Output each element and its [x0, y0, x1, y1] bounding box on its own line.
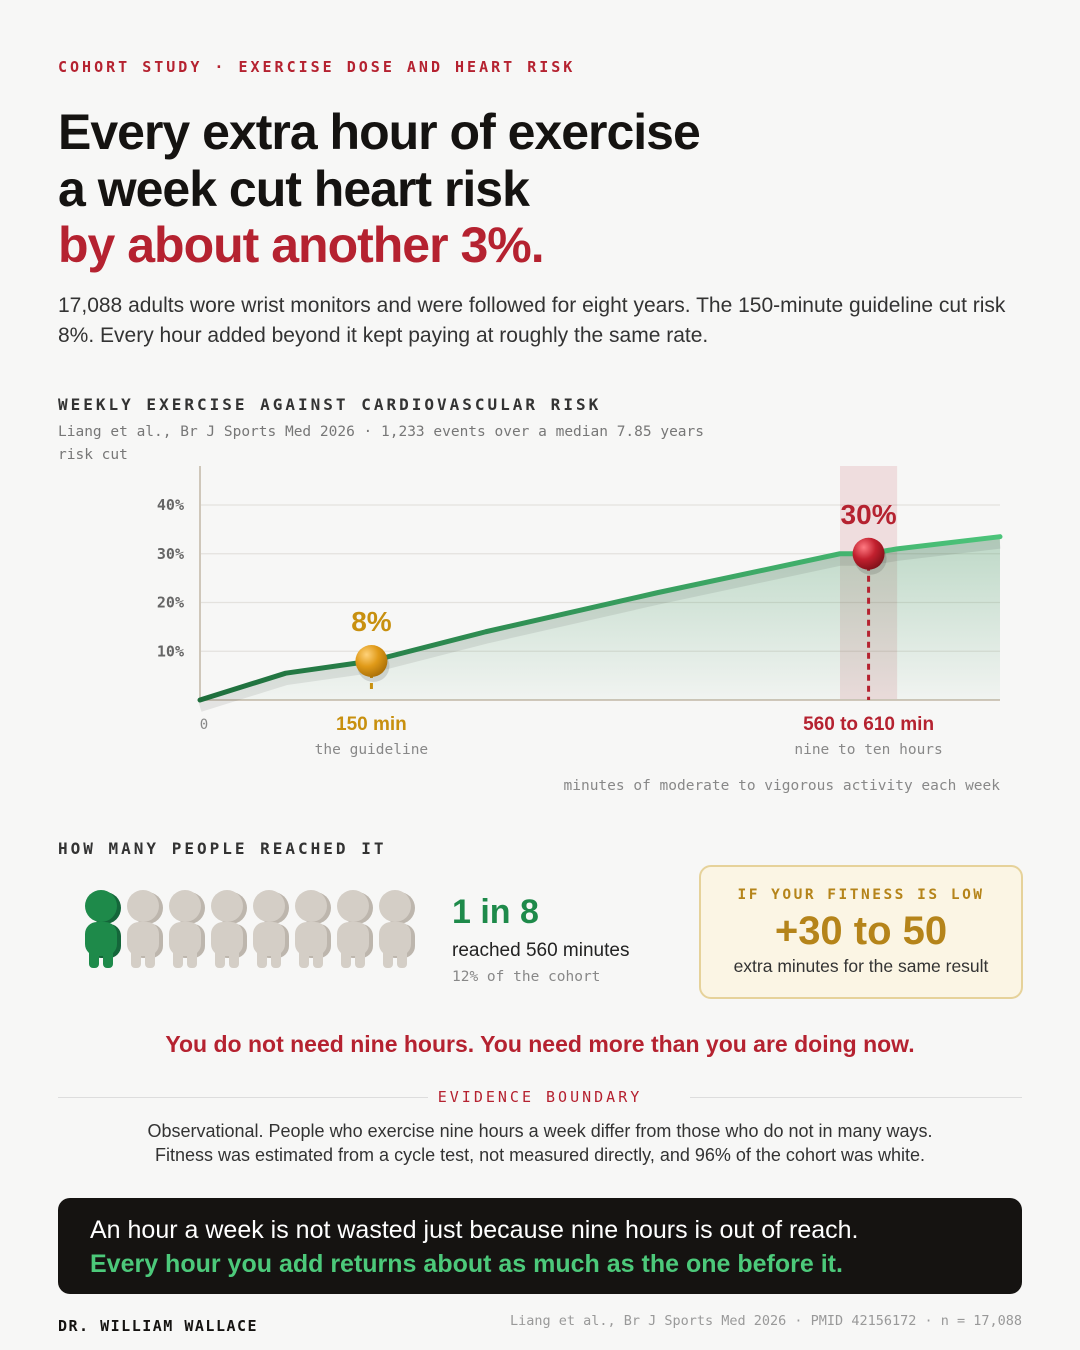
headline: a week cut heart risk: [58, 161, 530, 217]
y-tick-label: 10%: [157, 642, 184, 660]
stat-note: 12% of the cohort: [452, 969, 601, 985]
person-leg: [103, 948, 113, 968]
headline: Every extra hour of exercise: [58, 104, 701, 160]
person-body: [295, 922, 327, 956]
person-head: [379, 890, 411, 922]
line-shadow: [198, 538, 1001, 712]
rule: [58, 1097, 428, 1098]
annotation-label: 150 min: [336, 714, 407, 735]
person-icon: [337, 890, 373, 968]
closing-box: An hour a week is not wasted just becaus…: [58, 1198, 1022, 1294]
y-tick-label: 40%: [157, 496, 184, 514]
x-tick-label: 0: [200, 717, 208, 733]
section-title: HOW MANY PEOPLE REACHED IT: [58, 839, 387, 858]
person-body: [337, 922, 369, 956]
person-leg: [397, 948, 407, 968]
person-leg: [229, 948, 239, 968]
person-body: [379, 922, 411, 956]
person-head: [169, 890, 201, 922]
area: [200, 536, 1000, 700]
person-icon: [169, 890, 205, 968]
stat-label: reached 560 minutes: [452, 940, 630, 961]
person-head: [295, 890, 327, 922]
person-head: [253, 890, 285, 922]
stat: 1 in 8: [452, 893, 539, 931]
pull-quote: You do not need nine hours. You need mor…: [165, 1031, 915, 1057]
line: [197, 534, 1003, 703]
person-head: [127, 890, 159, 922]
evidence-text: Fitness was estimated from a cycle test,…: [154, 1145, 925, 1165]
value-label: 30%: [841, 499, 897, 530]
citation: Liang et al., Br J Sports Med 2026 · PMI…: [509, 1313, 1022, 1329]
person-body: [253, 922, 285, 956]
person-icon: [85, 890, 121, 968]
value-label: 8%: [351, 606, 392, 637]
intro: 17,088 adults wore wrist monitors and we…: [58, 294, 1006, 347]
y-tick-label: 30%: [157, 545, 184, 563]
closing-highlight: Every hour you add returns about as much…: [90, 1250, 843, 1278]
chart: 10% 20% 30% 40% 0 8% 150 min the guideline 30% 56…: [85, 466, 1003, 968]
closing-text: An hour a week is not wasted just becaus…: [90, 1216, 859, 1244]
person-leg: [271, 948, 281, 968]
person-leg: [355, 948, 365, 968]
person-head: [85, 890, 117, 922]
person-leg: [131, 948, 141, 968]
callout-title: IF YOUR FITNESS IS LOW: [737, 887, 985, 903]
callout-note: extra minutes for the same result: [733, 956, 989, 976]
person-leg: [341, 948, 351, 968]
person-leg: [187, 948, 197, 968]
chart-title: WEEKLY EXERCISE AGAINST CARDIOVASCULAR R…: [58, 395, 602, 414]
callout: IF YOUR FITNESS IS LOW +30 to 50 extra m…: [699, 865, 1023, 999]
y-axis-label: risk cut: [58, 447, 128, 463]
person-icon: [127, 890, 163, 968]
callout-value: +30 to 50: [774, 909, 948, 953]
y-tick-label: 20%: [157, 594, 184, 612]
person-leg: [299, 948, 309, 968]
annotation-note: the guideline: [315, 742, 429, 758]
person-leg: [313, 948, 323, 968]
headline-highlight: by about another 3%.: [58, 217, 545, 273]
author: DR. WILLIAM WALLACE: [58, 1317, 259, 1335]
person-leg: [215, 948, 225, 968]
person-leg: [173, 948, 183, 968]
person-icon: [211, 890, 247, 968]
person-body: [169, 922, 201, 956]
person-leg: [257, 948, 267, 968]
marker: [852, 537, 885, 570]
person-body: [127, 922, 159, 956]
person-body: [85, 922, 117, 956]
evidence-text: Observational. People who exercise nine …: [147, 1121, 933, 1141]
annotation-label: 560 to 610 min: [803, 714, 934, 735]
person-leg: [383, 948, 393, 968]
person-icon: [379, 890, 415, 968]
person-icon: [295, 890, 331, 968]
person-head: [337, 890, 369, 922]
rule: [690, 1097, 1022, 1098]
evidence-title: EVIDENCE BOUNDARY: [437, 1088, 643, 1106]
eyebrow: COHORT STUDY · EXERCISE DOSE AND HEART R…: [58, 58, 576, 76]
marker: [355, 645, 388, 677]
person-leg: [145, 948, 155, 968]
person-icon: [253, 890, 289, 968]
person-leg: [89, 948, 99, 968]
chart-subtitle: Liang et al., Br J Sports Med 2026 · 1,2…: [58, 424, 705, 440]
person-head: [211, 890, 243, 922]
x-axis-label: minutes of moderate to vigorous activity…: [564, 778, 1001, 794]
annotation-note: nine to ten hours: [794, 742, 942, 758]
person-body: [211, 922, 243, 956]
